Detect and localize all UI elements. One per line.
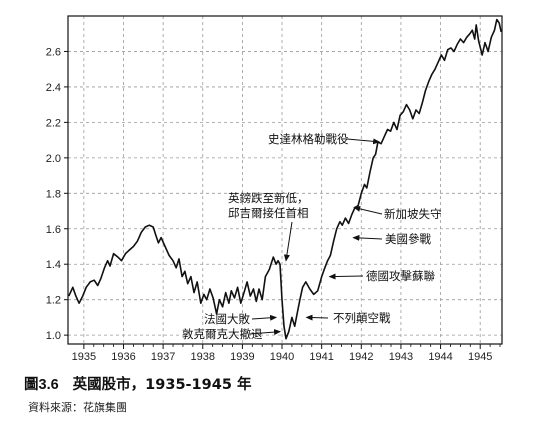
annotation-arrow <box>352 234 383 241</box>
annotation: 美國參戰 <box>352 232 431 246</box>
annotation: 不列顛空戰 <box>305 311 391 325</box>
annotation-text: 美國參戰 <box>385 232 431 246</box>
figure-caption: 圖3.6 英國股市，1935-1945 年 <box>24 373 251 394</box>
annotation-arrow <box>346 138 381 145</box>
source-note: 資料來源：花旗集團 <box>28 401 127 414</box>
annotation-arrow <box>328 273 364 280</box>
annotation-arrow <box>249 329 282 336</box>
stock-index-chart: 1935 1936 1937 1938 1939 1940 1941 1942 1943 1944… <box>46 15 503 363</box>
annotation-text: 英鎊跌至新低， <box>228 191 309 205</box>
annotation-arrow <box>283 221 293 262</box>
y-tick-label: 2.0 <box>46 153 61 165</box>
annotation-text: 不列顛空戰 <box>333 311 391 325</box>
series-line <box>68 18 502 340</box>
annotation: 敦克爾克大撤退 <box>182 327 282 341</box>
annotations: 英鎊跌至新低，邱吉爾接任首相 史達林格勒戰役新加坡失守美國參戰德國攻擊蘇聯不列顛空… <box>182 132 442 341</box>
x-tick-label: 1945 <box>468 351 492 363</box>
x-tick-label: 1941 <box>309 351 333 363</box>
y-tick-label: 1.2 <box>46 295 61 307</box>
annotation: 德國攻擊蘇聯 <box>328 269 435 283</box>
x-tick-label: 1940 <box>270 351 294 363</box>
y-tick-label: 1.0 <box>46 330 61 342</box>
annotation: 史達林格勒戰役 <box>268 132 381 146</box>
annotation-text: 敦克爾克大撤退 <box>182 327 263 341</box>
grid <box>68 16 502 344</box>
x-tick-label: 1936 <box>111 351 135 363</box>
annotation-text: 史達林格勒戰役 <box>268 132 349 146</box>
y-tick-label: 1.8 <box>46 188 61 200</box>
y-tick-label: 2.2 <box>46 117 61 129</box>
annotation: 英鎊跌至新低，邱吉爾接任首相 <box>228 191 309 262</box>
x-tick-label: 1937 <box>151 351 175 363</box>
y-tick-label: 2.4 <box>46 82 61 94</box>
y-tick-label: 1.4 <box>46 259 61 271</box>
annotation-arrow <box>251 314 278 321</box>
annotation: 法國大敗 <box>204 312 278 326</box>
figure-title: 英國股市，1935-1945 年 <box>72 377 252 393</box>
x-tick-label: 1939 <box>230 351 254 363</box>
figure-number: 圖3.6 <box>24 377 59 393</box>
x-tick-label: 1944 <box>428 351 452 363</box>
annotation-arrow <box>305 314 329 321</box>
annotation-text: 法國大敗 <box>204 312 250 326</box>
y-tick-label: 1.6 <box>46 224 61 236</box>
annotation-arrow <box>353 205 383 215</box>
annotation-text: 德國攻擊蘇聯 <box>366 269 435 283</box>
x-tick-label: 1935 <box>72 351 96 363</box>
x-tick-label: 1942 <box>349 351 373 363</box>
plot-frame <box>67 15 503 345</box>
axes: 1935 1936 1937 1938 1939 1940 1941 1942 1943 1944… <box>46 15 503 363</box>
annotation-text: 邱吉爾接任首相 <box>228 206 309 220</box>
y-tick-label: 2.6 <box>46 46 61 58</box>
x-tick-label: 1938 <box>191 351 215 363</box>
annotation-text: 新加坡失守 <box>384 207 442 221</box>
x-tick-label: 1943 <box>389 351 413 363</box>
series-layer <box>68 18 502 340</box>
annotation: 新加坡失守 <box>353 205 442 221</box>
